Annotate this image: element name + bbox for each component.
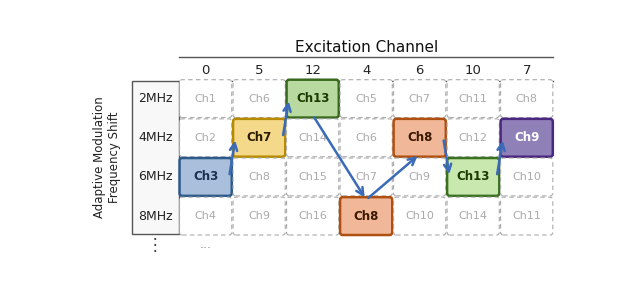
Text: 6: 6 — [415, 64, 424, 77]
Text: Ch4: Ch4 — [195, 211, 217, 221]
Text: Ch12: Ch12 — [459, 133, 488, 143]
Text: Ch1: Ch1 — [195, 94, 216, 104]
FancyBboxPatch shape — [180, 158, 232, 196]
FancyBboxPatch shape — [447, 197, 499, 235]
FancyBboxPatch shape — [287, 158, 339, 196]
FancyBboxPatch shape — [180, 80, 232, 118]
Text: Ch13: Ch13 — [296, 92, 330, 105]
Text: Ch8: Ch8 — [407, 131, 433, 144]
Text: 8MHz: 8MHz — [138, 210, 173, 223]
Text: Ch9: Ch9 — [409, 172, 431, 182]
FancyBboxPatch shape — [180, 119, 232, 157]
Text: Ch10: Ch10 — [512, 172, 541, 182]
FancyBboxPatch shape — [394, 80, 446, 118]
Text: Ch16: Ch16 — [298, 211, 327, 221]
Text: Ch2: Ch2 — [195, 133, 217, 143]
Text: ⋮: ⋮ — [147, 236, 164, 254]
Text: 4MHz: 4MHz — [138, 131, 173, 144]
FancyBboxPatch shape — [447, 119, 499, 157]
Text: Ch11: Ch11 — [512, 211, 541, 221]
Text: 6MHz: 6MHz — [138, 171, 173, 184]
Text: Ch7: Ch7 — [246, 131, 272, 144]
Text: Ch6: Ch6 — [355, 133, 377, 143]
Text: Ch8: Ch8 — [248, 172, 270, 182]
FancyBboxPatch shape — [394, 158, 446, 196]
Text: Ch9: Ch9 — [248, 211, 270, 221]
FancyBboxPatch shape — [340, 158, 392, 196]
FancyBboxPatch shape — [447, 158, 499, 196]
FancyBboxPatch shape — [233, 80, 285, 118]
FancyBboxPatch shape — [233, 158, 285, 196]
Text: Adaptive Modulation
Frequency Shift: Adaptive Modulation Frequency Shift — [93, 97, 122, 218]
Text: 10: 10 — [465, 64, 482, 77]
FancyBboxPatch shape — [340, 119, 392, 157]
Text: 7: 7 — [522, 64, 531, 77]
Text: Excitation Channel: Excitation Channel — [294, 40, 438, 55]
Text: Ch11: Ch11 — [459, 94, 488, 104]
Text: 2MHz: 2MHz — [138, 92, 173, 105]
Text: Ch5: Ch5 — [355, 94, 377, 104]
Text: Ch8: Ch8 — [353, 210, 379, 223]
Text: Ch8: Ch8 — [516, 94, 538, 104]
FancyBboxPatch shape — [132, 81, 179, 234]
FancyBboxPatch shape — [180, 197, 232, 235]
Text: Ch14: Ch14 — [298, 133, 327, 143]
FancyBboxPatch shape — [340, 80, 392, 118]
FancyBboxPatch shape — [500, 80, 553, 118]
Text: 5: 5 — [255, 64, 264, 77]
Text: Ch13: Ch13 — [456, 171, 490, 184]
Text: 4: 4 — [362, 64, 371, 77]
Text: Ch9: Ch9 — [514, 131, 540, 144]
Text: Ch7: Ch7 — [355, 172, 377, 182]
Text: 12: 12 — [304, 64, 321, 77]
Text: Ch10: Ch10 — [405, 211, 434, 221]
FancyBboxPatch shape — [287, 197, 339, 235]
Text: Ch3: Ch3 — [193, 171, 218, 184]
FancyBboxPatch shape — [340, 197, 392, 235]
FancyBboxPatch shape — [394, 119, 446, 157]
Text: Ch7: Ch7 — [409, 94, 431, 104]
Text: ...: ... — [200, 238, 212, 251]
FancyBboxPatch shape — [287, 119, 339, 157]
FancyBboxPatch shape — [394, 197, 446, 235]
Text: Ch6: Ch6 — [248, 94, 270, 104]
FancyBboxPatch shape — [233, 197, 285, 235]
FancyBboxPatch shape — [500, 158, 553, 196]
FancyBboxPatch shape — [500, 197, 553, 235]
FancyBboxPatch shape — [500, 119, 553, 157]
FancyBboxPatch shape — [233, 119, 285, 157]
Text: Ch15: Ch15 — [298, 172, 327, 182]
Text: 0: 0 — [202, 64, 210, 77]
FancyBboxPatch shape — [287, 80, 339, 118]
Text: Ch14: Ch14 — [459, 211, 488, 221]
FancyBboxPatch shape — [447, 80, 499, 118]
